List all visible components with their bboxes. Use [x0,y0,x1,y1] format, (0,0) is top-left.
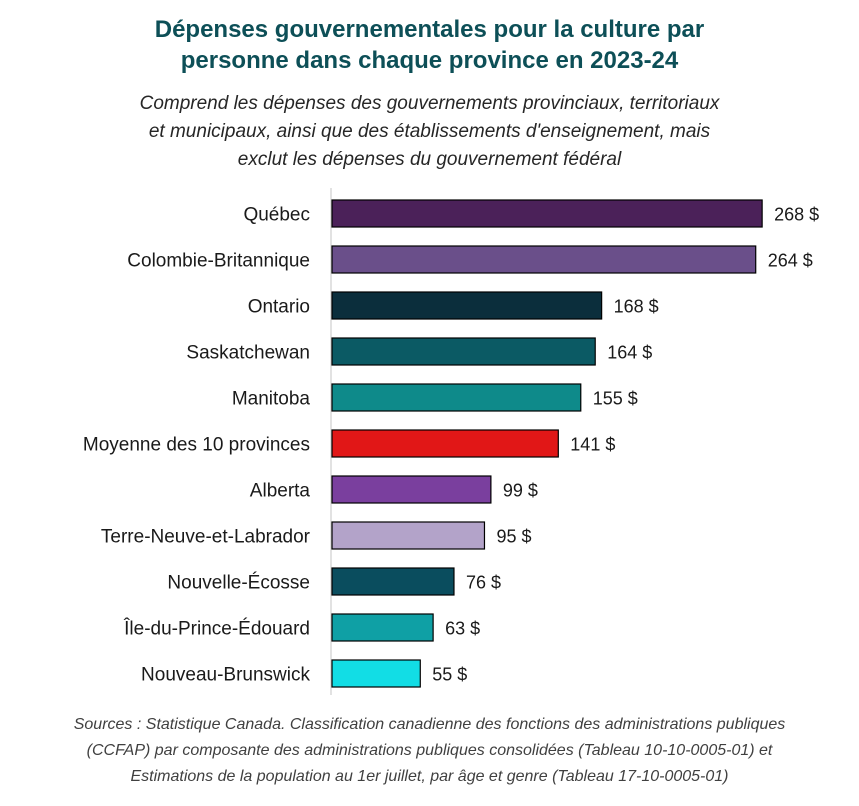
category-label: Québec [243,205,310,226]
value-label: 168 $ [614,297,659,317]
value-label: 268 $ [774,205,819,225]
value-label: 264 $ [768,251,813,271]
chart-title-line-2: personne dans chaque province en 2023-24 [180,47,679,74]
category-label: Saskatchewan [186,343,310,364]
value-label: 155 $ [593,389,638,409]
category-label: Nouveau-Brunswick [141,665,310,686]
value-label: 164 $ [607,343,652,363]
category-label: Ontario [248,297,310,318]
bar-7 [331,521,486,550]
chart-subtitle-line-2: et municipaux, ainsi que des établisseme… [148,121,711,142]
category-label: Colombie-Britannique [127,251,310,272]
category-label: Alberta [250,481,311,502]
sources-note: Sources : Statistique Canada. Classifica… [0,712,859,790]
value-label: 63 $ [445,619,480,639]
chart-subtitle-line-1: Comprend les dépenses des gouvernements … [139,93,720,114]
bar-4 [331,383,582,412]
value-label: 141 $ [570,435,615,455]
chart-title: Dépenses gouvernementales pour la cultur… [0,14,859,76]
value-label: 99 $ [503,481,538,501]
chart-subtitle-line-3: exclut les dépenses du gouvernement fédé… [237,149,622,170]
category-label: Île-du-Prince-Édouard [123,618,310,640]
bar-0 [331,199,763,228]
category-label: Nouvelle-Écosse [167,573,310,594]
bar-9 [331,613,434,642]
chart-subtitle: Comprend les dépenses des gouvernements … [0,90,859,174]
chart-title-line-1: Dépenses gouvernementales pour la cultur… [154,16,705,43]
category-label: Moyenne des 10 provinces [83,435,310,456]
bars-group: Québec 268 $ Colombie-Britannique 264 $ Onta… [83,199,819,688]
bar-8 [331,567,455,596]
sources-line-1: Sources : Statistique Canada. Classifica… [73,716,786,733]
bar-3 [331,337,596,366]
value-label: 76 $ [466,573,501,593]
sources-line-3: Estimations de la population au 1er juil… [130,768,729,785]
bar-5 [331,429,559,458]
bar-10 [331,659,421,688]
bar-1 [331,245,757,274]
sources-line-2: (CCFAP) par composante des administratio… [86,742,773,759]
bar-2 [331,291,603,320]
value-label: 95 $ [496,527,531,547]
category-label: Terre-Neuve-et-Labrador [101,527,311,548]
bar-6 [331,475,492,504]
value-label: 55 $ [432,665,467,685]
category-label: Manitoba [232,389,311,410]
